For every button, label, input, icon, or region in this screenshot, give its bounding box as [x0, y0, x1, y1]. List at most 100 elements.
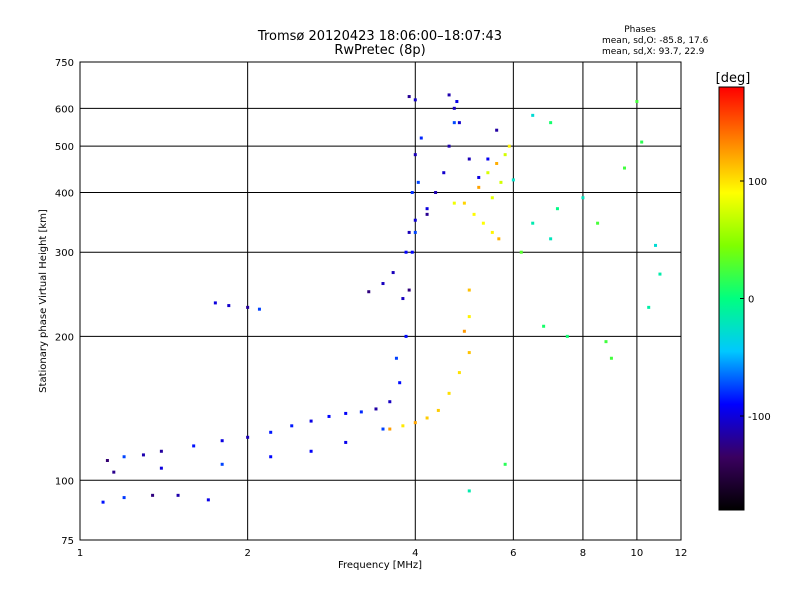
data-point: [359, 410, 363, 414]
data-point: [549, 121, 553, 125]
data-point: [457, 371, 461, 375]
data-point: [622, 166, 626, 170]
data-point: [413, 218, 417, 222]
data-point: [490, 196, 494, 200]
data-point: [654, 243, 658, 247]
colorbar-ticks: 100 0 -100: [740, 177, 771, 423]
data-point: [581, 196, 585, 200]
data-point: [213, 301, 217, 305]
data-point: [481, 221, 485, 225]
data-point: [327, 414, 331, 418]
colorbar-label: [deg]: [716, 71, 751, 86]
data-point: [246, 305, 250, 309]
data-point: [388, 400, 392, 404]
data-point: [122, 496, 126, 500]
data-point: [467, 351, 471, 355]
data-point: [442, 171, 446, 175]
data-point: [367, 290, 371, 294]
data-point: [410, 250, 414, 254]
data-point: [609, 356, 613, 360]
y-axis-label: Stationary phase Virtual Height [km]: [38, 209, 49, 393]
data-point: [227, 304, 231, 308]
colorbar-tick-label: 0: [748, 295, 754, 306]
data-point: [101, 500, 105, 504]
data-point: [401, 424, 405, 428]
y-tick-labels: 75 100 200 300 400 500 600 750: [55, 58, 74, 547]
data-point: [596, 221, 600, 225]
data-point: [413, 98, 417, 102]
data-point: [122, 455, 126, 459]
data-point: [497, 237, 501, 241]
data-point: [401, 297, 405, 301]
data-point: [467, 489, 471, 493]
data-point: [549, 237, 553, 241]
data-point: [176, 493, 180, 497]
data-point: [391, 271, 395, 275]
data-point: [398, 381, 402, 385]
data-point: [309, 449, 313, 453]
y-tick-label: 400: [55, 188, 74, 199]
data-point: [542, 324, 546, 328]
data-point: [413, 421, 417, 425]
data-point: [495, 128, 499, 132]
data-point: [467, 288, 471, 292]
x-tick-label: 6: [510, 548, 516, 559]
data-point: [490, 230, 494, 234]
data-point: [416, 180, 420, 184]
data-point: [404, 250, 408, 254]
data-point: [507, 144, 511, 148]
data-point: [486, 157, 490, 161]
data-point: [407, 230, 411, 234]
y-tick-label: 300: [55, 248, 74, 259]
data-point: [452, 121, 456, 125]
data-point: [192, 444, 196, 448]
data-point: [220, 439, 224, 443]
plot-area: [79, 61, 682, 541]
data-point: [647, 305, 651, 309]
x-tick-label: 1: [77, 548, 83, 559]
data-point: [452, 201, 456, 205]
data-point: [344, 411, 348, 415]
data-point: [452, 106, 456, 110]
data-point: [425, 416, 429, 420]
x-axis-label: Frequency [MHz]: [338, 560, 422, 571]
data-point: [462, 201, 466, 205]
y-tick-label: 75: [61, 536, 74, 547]
y-tick-label: 200: [55, 332, 74, 343]
colorbar-tick-label: -100: [748, 412, 771, 423]
data-point: [112, 470, 116, 474]
data-point: [425, 212, 429, 216]
data-point: [269, 455, 273, 459]
data-point: [413, 230, 417, 234]
x-tick-label: 8: [580, 548, 586, 559]
data-point: [407, 95, 411, 99]
data-point: [141, 453, 145, 457]
data-point: [531, 221, 535, 225]
data-point: [257, 307, 261, 311]
x-tick-label: 4: [412, 548, 418, 559]
data-point: [159, 466, 163, 470]
y-tick-label: 100: [55, 476, 74, 487]
data-point: [447, 144, 451, 148]
data-point: [410, 190, 414, 194]
data-point: [381, 427, 385, 431]
x-tick-label: 2: [244, 548, 250, 559]
data-point: [220, 462, 224, 466]
data-points: [101, 93, 662, 504]
data-point: [447, 391, 451, 395]
data-point: [640, 140, 644, 144]
data-point: [635, 100, 639, 104]
y-tick-label: 600: [55, 104, 74, 115]
data-point: [290, 424, 294, 428]
phase-stats-o: mean, sd,O: -85.8, 17.6: [602, 36, 709, 46]
x-tick-label: 10: [631, 548, 644, 559]
data-point: [436, 408, 440, 412]
data-point: [159, 449, 163, 453]
colorbar-tick-label: 100: [748, 177, 767, 188]
data-point: [388, 427, 392, 431]
data-point: [407, 288, 411, 292]
data-point: [467, 315, 471, 319]
data-point: [519, 250, 523, 254]
phase-stats-title: Phases: [624, 25, 656, 35]
